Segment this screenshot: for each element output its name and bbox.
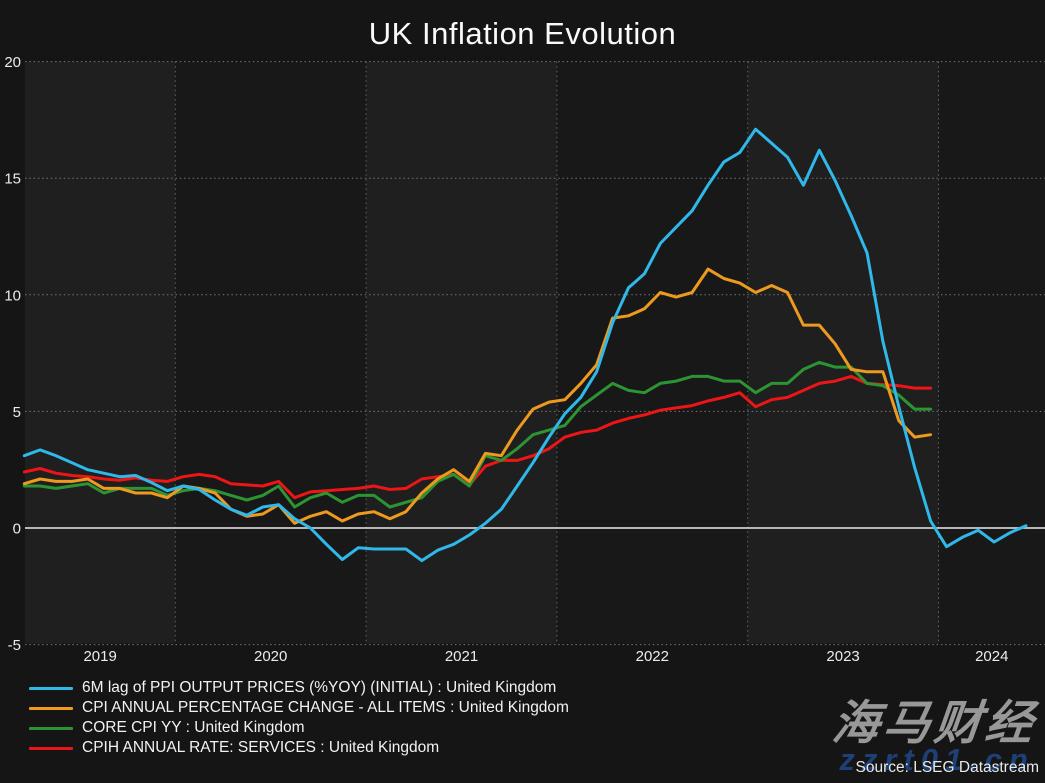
year-band xyxy=(747,61,939,644)
x-tick-label: 2021 xyxy=(445,648,478,665)
year-band xyxy=(25,61,176,644)
legend-item-ppi: 6M lag of PPI OUTPUT PRICES (%YOY) (INIT… xyxy=(29,678,569,698)
year-band xyxy=(366,61,557,644)
legend-item-cpih-services: CPIH ANNUAL RATE: SERVICES : United King… xyxy=(29,738,569,758)
legend-line-swatch xyxy=(29,706,73,710)
legend-label: CPIH ANNUAL RATE: SERVICES : United King… xyxy=(82,739,440,756)
y-tick-label: 10 xyxy=(4,287,21,304)
series-line-cpi-all-items xyxy=(22,267,933,525)
y-tick-label: 5 xyxy=(13,404,21,421)
y-tick-label: 20 xyxy=(4,54,21,71)
legend-line-swatch xyxy=(29,746,73,750)
year-band xyxy=(175,61,367,644)
legend: 6M lag of PPI OUTPUT PRICES (%YOY) (INIT… xyxy=(29,678,569,758)
y-tick-label: 15 xyxy=(4,171,21,188)
chart-title: UK Inflation Evolution xyxy=(368,16,677,51)
legend-label: CPI ANNUAL PERCENTAGE CHANGE - ALL ITEMS… xyxy=(82,699,569,716)
legend-item-core-cpi: CORE CPI YY : United Kingdom xyxy=(29,718,569,738)
year-band xyxy=(938,61,1045,644)
y-tick-label: -5 xyxy=(8,637,21,654)
x-tick-label: 2019 xyxy=(83,648,116,665)
series-line-ppi-6m-lag xyxy=(22,127,1028,563)
x-tick-label: 2020 xyxy=(254,648,287,665)
legend-item-cpi: CPI ANNUAL PERCENTAGE CHANGE - ALL ITEMS… xyxy=(29,698,569,718)
year-band xyxy=(556,61,748,644)
x-tick-label: 2022 xyxy=(636,648,669,665)
legend-line-swatch xyxy=(29,726,73,730)
series-line-cpih-services xyxy=(22,374,933,500)
x-tick-label: 2023 xyxy=(826,648,859,665)
watermark-url: zzrt01.cn xyxy=(839,742,1035,777)
legend-label: CORE CPI YY : United Kingdom xyxy=(82,719,305,736)
x-tick-label: 2024 xyxy=(975,648,1008,665)
legend-label: 6M lag of PPI OUTPUT PRICES (%YOY) (INIT… xyxy=(82,679,557,696)
y-tick-label: 0 xyxy=(13,521,21,538)
source-credit: Source: LSEG Datastream xyxy=(855,759,1040,776)
legend-line-swatch xyxy=(29,686,73,690)
